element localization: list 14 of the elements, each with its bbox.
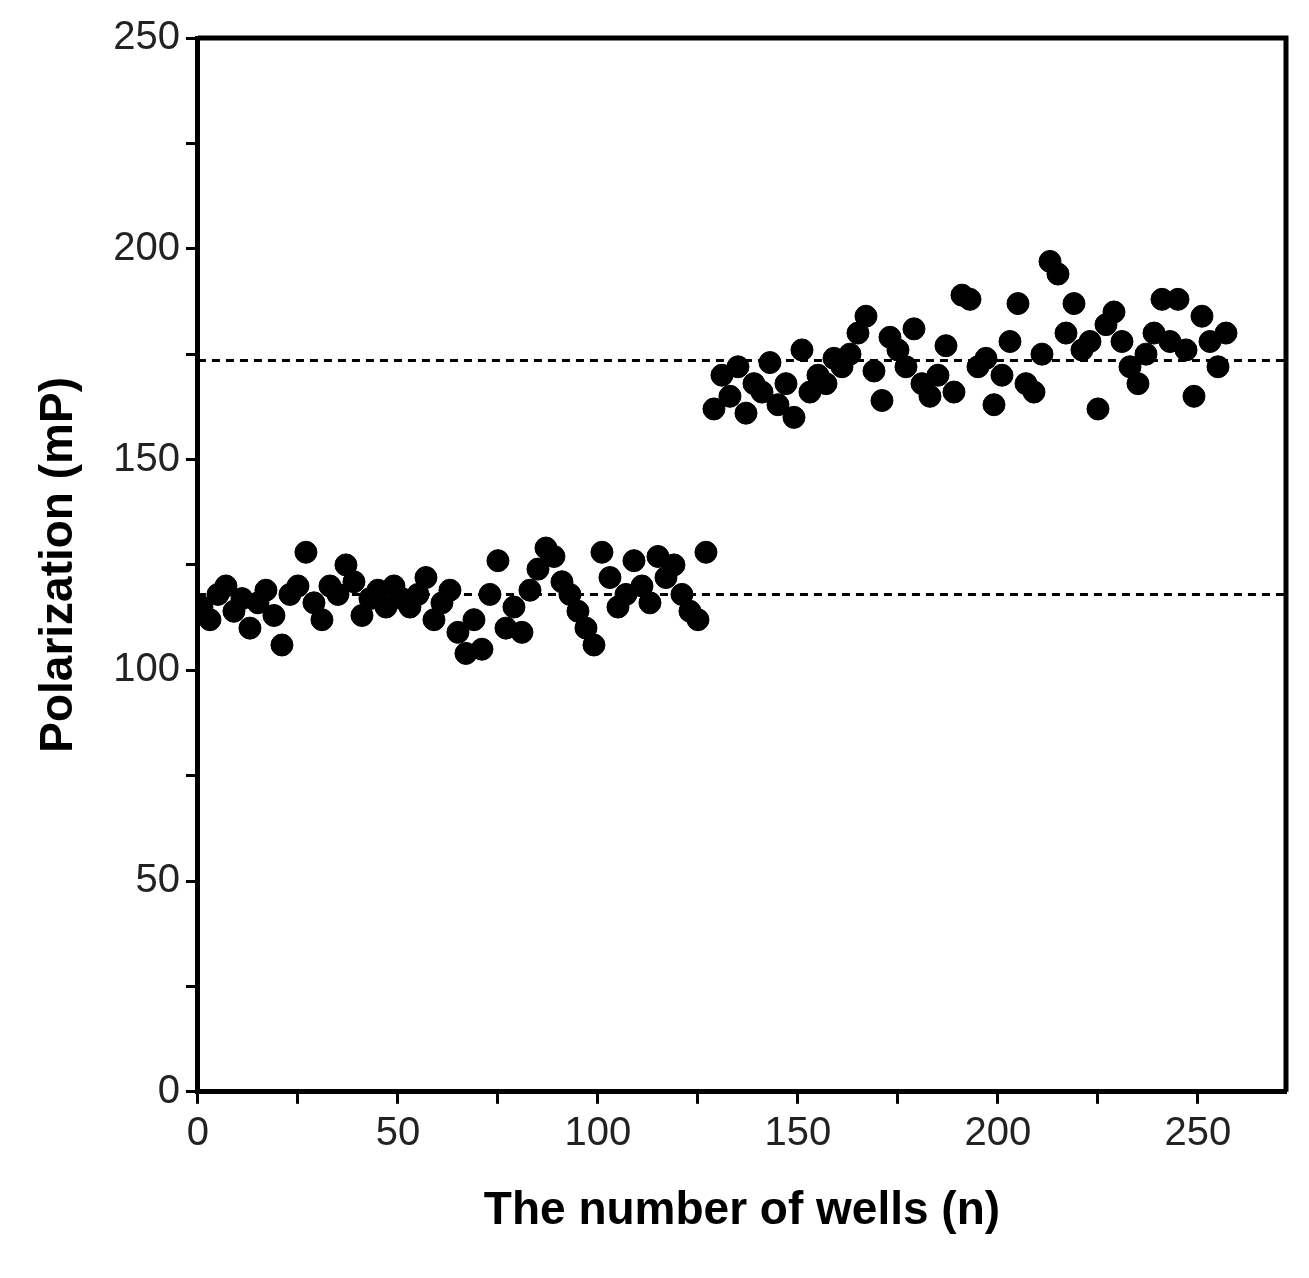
y-tick-label: 250 <box>113 13 180 58</box>
x-tick-label: 200 <box>964 1108 1032 1153</box>
x-axis-title: The number of wells (n) <box>483 1182 1001 1235</box>
x-tick-label: 150 <box>764 1108 832 1153</box>
y-tick-label: 50 <box>135 856 180 901</box>
y-tick-label: 200 <box>113 223 180 268</box>
y-tick-label: 100 <box>113 645 180 690</box>
x-tick-label: 100 <box>564 1108 632 1153</box>
x-tick-label: 50 <box>375 1108 421 1153</box>
y-tick-label: 150 <box>113 434 180 479</box>
x-tick-label: 0 <box>186 1108 210 1153</box>
y-tick-label: 0 <box>157 1066 180 1111</box>
x-tick-label: 250 <box>1164 1108 1232 1153</box>
y-axis-title: Polarization (mP) <box>30 377 83 753</box>
